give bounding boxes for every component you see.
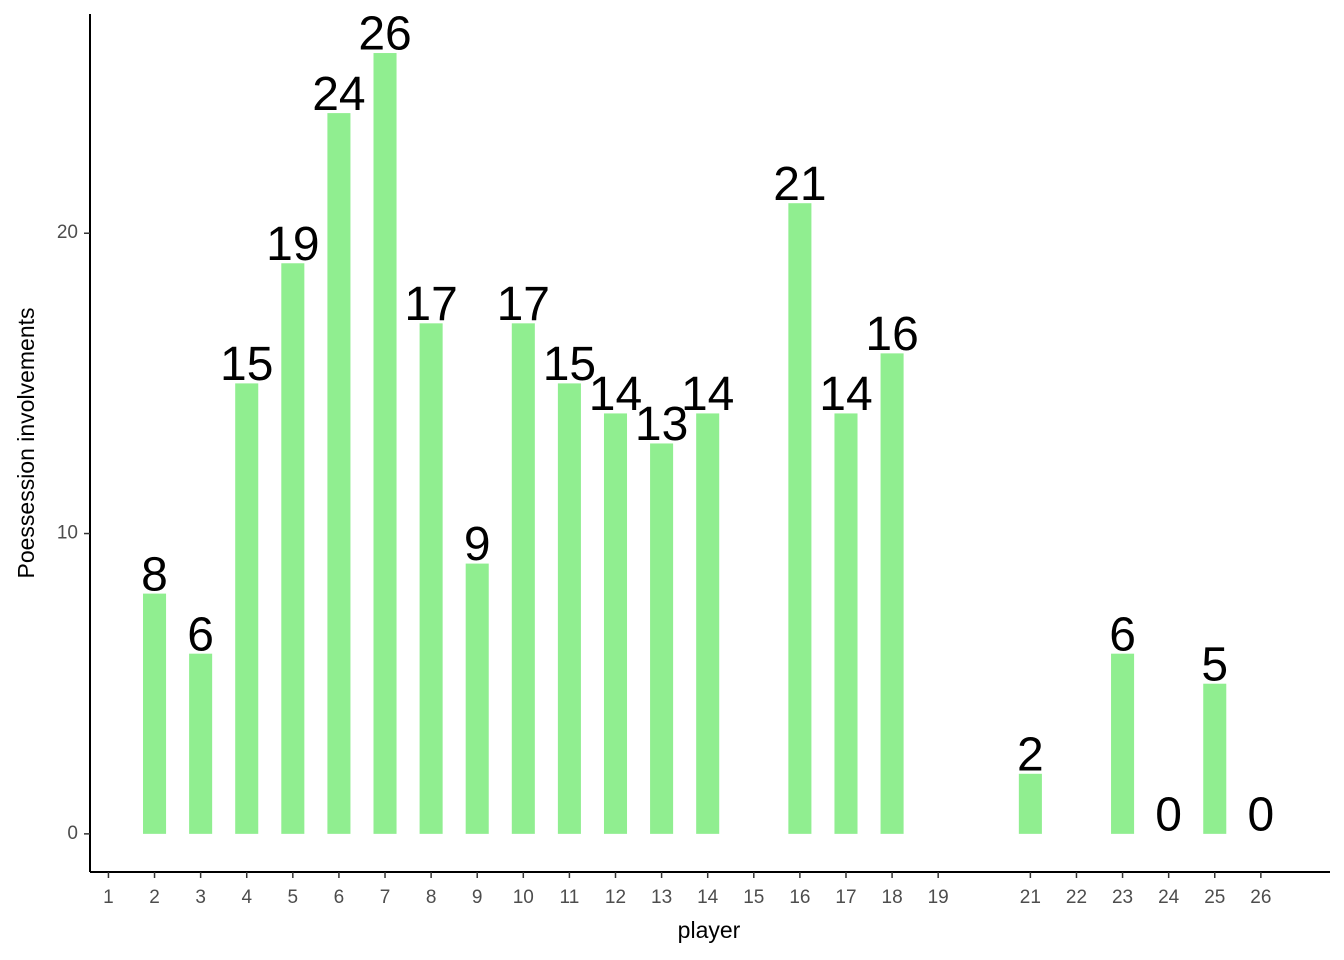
x-tick-label: 3 [195,887,206,908]
data-label: 9 [464,518,491,571]
x-tick-label: 16 [789,887,810,908]
bar [1203,683,1227,834]
x-tick-label: 6 [334,887,345,908]
data-label: 14 [681,368,734,421]
bar [143,593,167,834]
bar [465,563,489,834]
x-tick-label: 10 [513,887,534,908]
x-tick-label: 23 [1112,887,1133,908]
bar [834,413,858,834]
bar [419,323,443,834]
bar [327,113,351,834]
bar [1018,773,1042,834]
x-tick-label: 15 [743,887,764,908]
data-label: 16 [865,308,918,361]
x-axis-title: player [678,917,741,943]
x-tick-label: 1 [103,887,114,908]
bar [189,653,213,834]
data-label: 21 [773,158,826,211]
x-tick-label: 22 [1066,887,1087,908]
y-axis-title: Poessession involvements [13,307,39,578]
bar [281,263,305,834]
x-tick-label: 8 [426,887,437,908]
bar [788,203,812,834]
bar [235,383,259,834]
bar [603,413,628,834]
x-tick-label: 25 [1204,887,1225,908]
x-tick-label: 19 [928,887,949,908]
data-label: 24 [312,68,365,121]
bar [650,443,674,834]
data-label: 6 [187,608,214,661]
x-tick-label: 2 [149,887,160,908]
x-tick-label: 7 [380,887,391,908]
data-label: 0 [1155,789,1182,842]
bar [880,353,904,834]
data-label: 15 [220,338,273,391]
x-tick-label: 9 [472,887,483,908]
data-label: 6 [1109,608,1136,661]
data-label: 14 [819,368,872,421]
x-tick-label: 18 [882,887,903,908]
x-tick-label: 4 [241,887,252,908]
data-label: 14 [589,368,642,421]
bar [373,53,397,834]
data-label: 2 [1017,728,1044,781]
bar [557,383,581,834]
data-label: 17 [497,278,550,331]
data-label: 19 [266,218,319,271]
x-tick-label: 11 [560,887,580,908]
data-label: 15 [543,338,596,391]
y-tick-label: 0 [67,823,78,844]
x-tick-label: 26 [1250,887,1271,908]
bar [1111,653,1135,834]
x-tick-label: 13 [651,887,672,908]
x-tick-label: 5 [288,887,299,908]
data-label: 5 [1201,638,1228,691]
data-label: 17 [404,278,457,331]
bar [696,413,720,834]
data-label: 13 [635,398,688,451]
x-tick-label: 12 [605,887,626,908]
y-tick-label: 10 [57,523,78,544]
x-tick-label: 21 [1020,887,1041,908]
data-label: 26 [358,8,411,61]
x-tick-label: 14 [697,887,719,908]
y-tick-label: 20 [57,222,78,243]
data-label: 8 [141,548,168,601]
data-label: 0 [1248,789,1275,842]
x-tick-label: 17 [835,887,856,908]
bar [511,323,535,834]
x-tick-label: 24 [1158,887,1180,908]
